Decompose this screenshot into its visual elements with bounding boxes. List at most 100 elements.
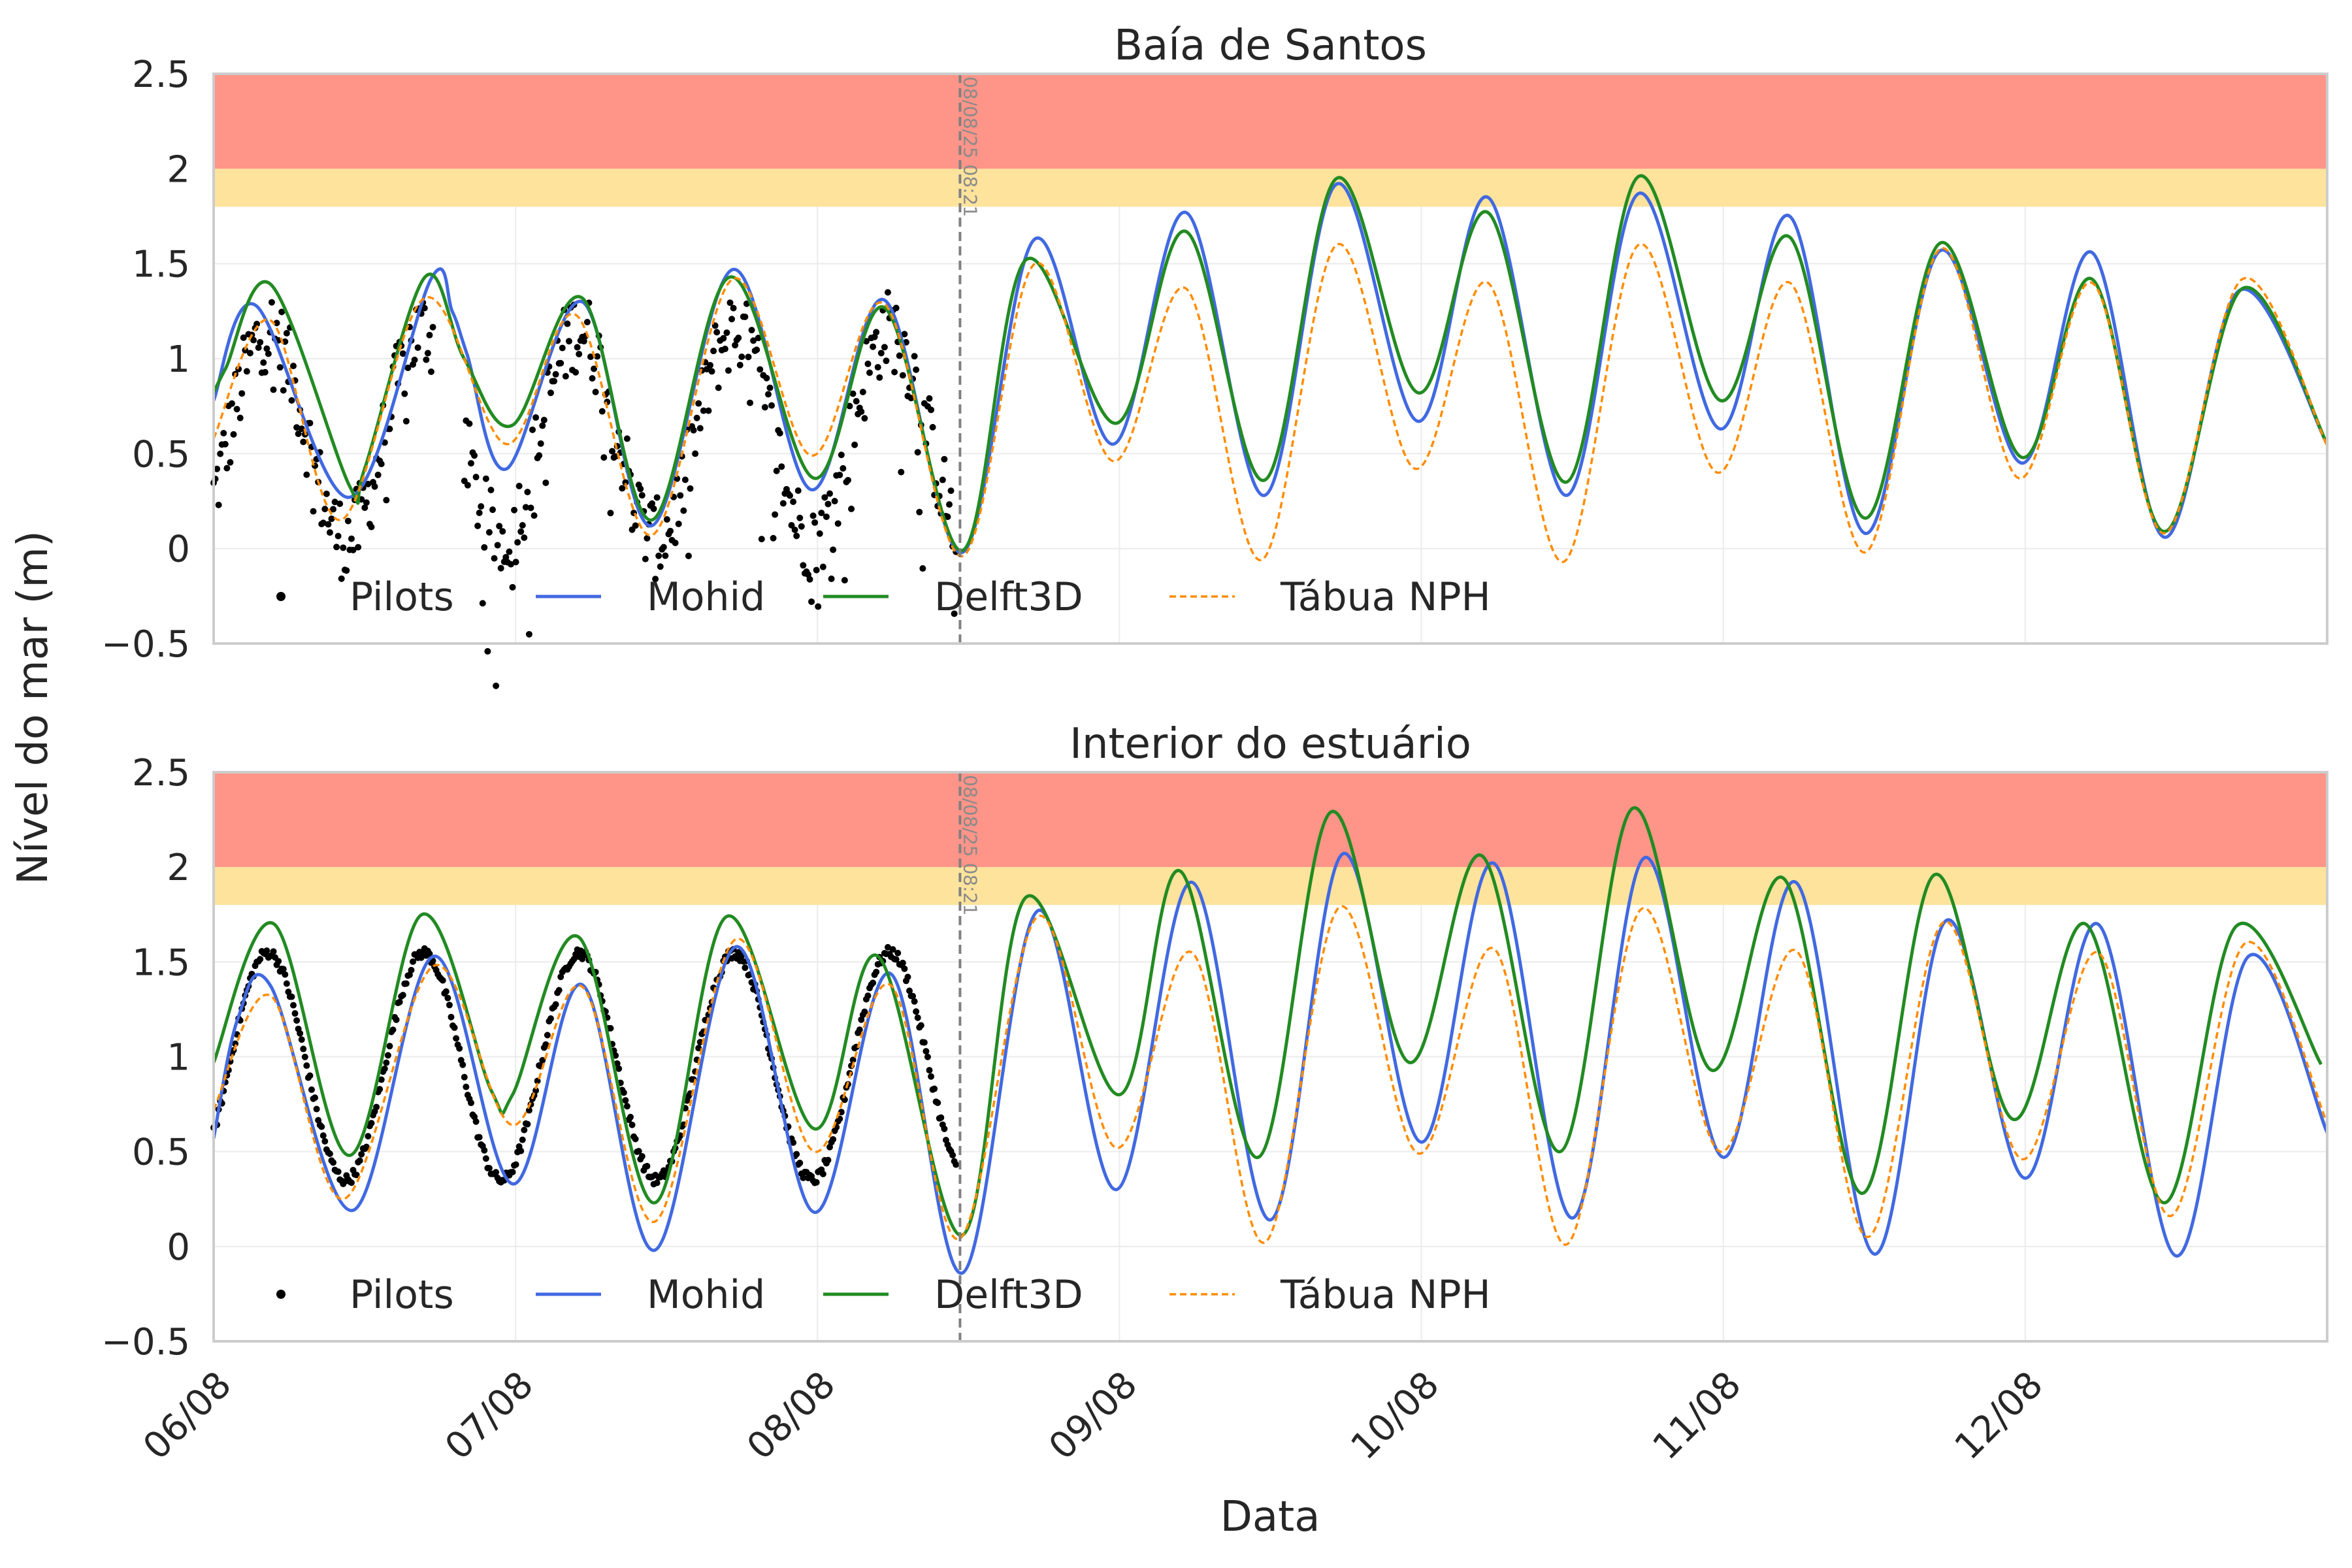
data-point-pilots [402,417,410,425]
data-point-pilots [551,378,558,385]
data-point-pilots [720,335,727,342]
data-point-pilots [778,463,785,470]
data-point-pilots [532,414,540,421]
data-point-pilots [696,425,704,432]
data-point-pilots [517,528,525,535]
data-point-pilots [464,482,471,489]
legend-label: Tábua NPH [1280,1272,1491,1318]
data-point-pilots [512,559,519,566]
data-point-pilots [509,1168,516,1175]
data-point-pilots [809,512,817,519]
data-point-pilots [666,527,674,534]
data-point-pilots [466,420,473,427]
data-point-pilots [635,1148,642,1155]
data-point-pilots [728,316,736,323]
data-point-pilots [627,1113,634,1120]
data-point-pilots [727,299,734,306]
data-point-pilots [919,565,926,572]
y-tick-label: −0.5 [101,1321,190,1364]
data-point-pilots [764,391,772,398]
data-point-pilots [914,449,921,456]
data-point-pilots [873,968,880,975]
data-point-pilots [448,1013,455,1021]
data-point-pilots [290,363,297,370]
data-point-pilots [485,529,493,536]
data-point-pilots [353,1171,360,1179]
data-point-pilots [826,490,834,497]
data-point-pilots [750,337,757,344]
data-point-pilots [813,566,820,574]
data-point-pilots [742,313,749,320]
data-point-pilots [424,350,431,357]
data-point-pilots [280,966,287,973]
data-point-pilots [917,1022,924,1029]
data-point-pilots [512,1161,519,1168]
x-tick-label: 12/08 [1947,1364,2051,1468]
data-point-pilots [583,319,591,326]
data-point-pilots [632,1135,639,1143]
data-point-pilots [376,1086,384,1093]
data-point-pilots [358,1151,365,1158]
data-point-pilots [476,510,483,517]
data-point-pilots [506,548,513,555]
data-point-pilots [819,563,826,570]
data-point-pilots [519,1136,526,1143]
data-point-pilots [938,1114,945,1121]
data-point-pilots [576,350,583,357]
data-point-pilots [587,353,594,361]
data-point-pilots [831,498,838,505]
data-point-pilots [519,521,526,529]
data-point-pilots [378,461,385,468]
data-point-pilots [514,539,521,546]
data-point-pilots [517,1147,525,1154]
data-point-pilots [776,430,783,437]
legend-marker-pilots [276,592,286,601]
data-point-pilots [644,534,651,542]
data-point-pilots [947,487,955,495]
data-point-pilots [414,344,421,351]
data-point-pilots [821,494,828,501]
data-point-pilots [926,1067,933,1074]
data-point-pilots [426,950,433,957]
data-point-pilots [527,504,534,512]
data-point-pilots [301,1053,308,1060]
data-point-pilots [680,1121,687,1128]
data-point-pilots [818,510,825,517]
data-point-pilots [562,372,569,380]
data-point-pilots [331,498,338,506]
data-point-pilots [270,386,277,393]
data-point-pilots [834,520,841,527]
data-point-pilots [934,1099,941,1106]
legend-label: Mohid [647,1272,765,1318]
data-point-pilots [308,1086,315,1093]
y-tick-label: 1.5 [132,941,190,984]
data-point-pilots [844,476,851,483]
data-point-pilots [257,956,264,963]
data-point-pilots [828,575,835,582]
data-point-pilots [333,544,340,551]
data-point-pilots [877,350,885,357]
data-point-pilots [312,1094,319,1102]
data-point-pilots [738,353,745,361]
data-point-pilots [913,366,920,373]
data-point-pilots [574,344,581,351]
data-point-pilots [233,406,240,413]
data-point-pilots [653,1179,661,1186]
data-point-pilots [592,388,599,395]
data-point-pilots [499,528,506,535]
data-point-pilots [335,1168,342,1175]
data-point-pilots [884,289,891,296]
data-point-pilots [378,1076,385,1083]
y-axis-label: Nível do mar (m) [9,531,57,885]
data-point-pilots [461,1073,468,1081]
data-point-pilots [291,1010,299,1017]
data-point-pilots [426,331,433,338]
data-point-pilots [476,1134,483,1141]
data-point-pilots [565,338,572,345]
data-point-pilots [257,338,264,346]
data-point-pilots [481,1147,488,1154]
data-point-pilots [532,1087,540,1094]
data-point-pilots [768,402,776,409]
band-alert-red [214,74,2327,169]
data-point-pilots [622,1097,629,1104]
